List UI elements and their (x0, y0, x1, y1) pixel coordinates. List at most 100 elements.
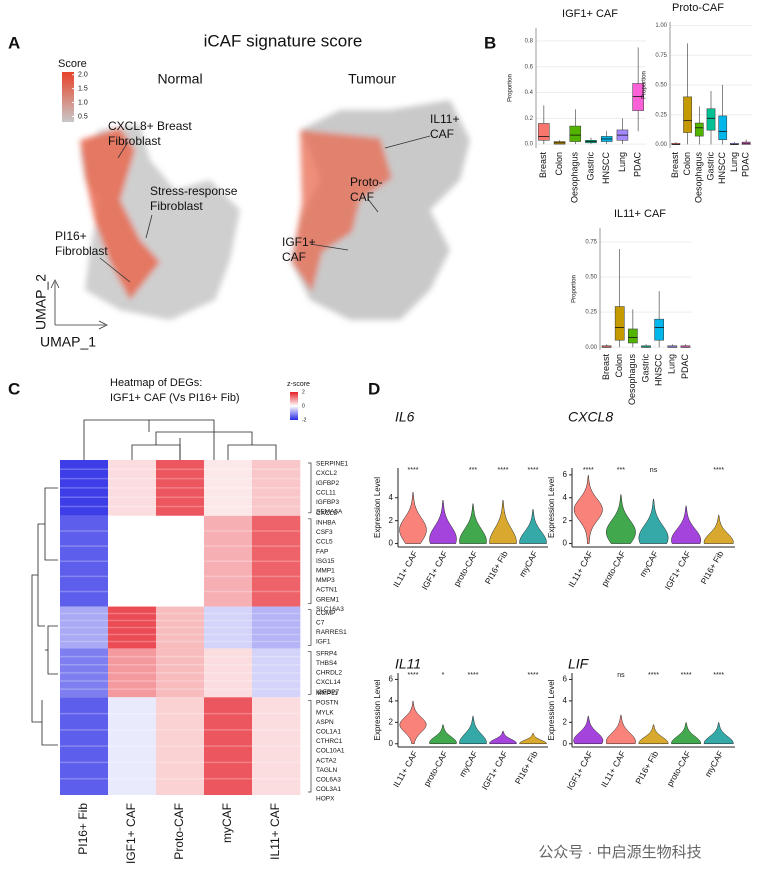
gene-label: CCL5 (316, 539, 333, 546)
panel-label: B (484, 33, 496, 52)
y-tick-label: 4 (389, 493, 394, 502)
heatmap-cell (108, 460, 157, 516)
significance-label: **** (713, 672, 724, 679)
colorbar-tick-label: 2.0 (78, 72, 88, 79)
chart-title: Proto-CAF (672, 2, 724, 14)
gene-label: CTHRC1 (316, 738, 343, 745)
heatmap-cell (156, 460, 205, 516)
column-label: myCAF (220, 803, 234, 843)
gene-label: C7 (316, 619, 325, 626)
violin (638, 723, 669, 745)
violin (703, 514, 734, 544)
gene-label: CXCL14 (316, 679, 341, 686)
gene-label: SLC16A3 (316, 606, 344, 613)
x-tick-label: IGF1+ CAF (419, 549, 449, 591)
violin (489, 500, 517, 544)
axis-label: UMAP_2 (33, 274, 49, 330)
y-tick-label: 6 (389, 675, 394, 684)
heatmap-cell (108, 606, 157, 649)
significance-label: **** (648, 672, 659, 679)
annotation: CAF (350, 190, 374, 204)
heatmap-cell (204, 648, 253, 698)
x-tick-label: HNSCC (717, 152, 727, 185)
x-tick-label: Oesophagus (627, 354, 637, 406)
gene-label: SERPINE1 (316, 461, 349, 468)
annotation: CAF (430, 127, 454, 141)
significance-label: **** (498, 467, 509, 474)
y-tick-label: 0 (389, 539, 394, 548)
colorbar-title: Score (58, 58, 87, 70)
violin (573, 715, 604, 745)
x-tick-label: Lung (667, 354, 677, 374)
gene-label: CSF3 (316, 529, 333, 536)
heatmap-cell (204, 460, 253, 516)
annotation: Stress-response (150, 184, 238, 198)
significance-label: *** (617, 467, 625, 474)
y-tick-label: 0.25 (655, 112, 667, 118)
gene-label: IGFBP2 (316, 480, 340, 487)
significance-label: **** (528, 467, 539, 474)
heatmap-cell (108, 648, 157, 698)
y-tick-label: 0.0 (525, 142, 534, 148)
axis-label: Expression Level (373, 477, 382, 538)
x-tick-label: IL11+ CAF (391, 749, 420, 789)
x-tick-label: PI16+ Fib (633, 749, 660, 786)
x-tick-label: Colon (682, 152, 692, 176)
gene-label: ISG15 (316, 558, 335, 565)
x-tick-label: Colon (554, 152, 564, 176)
cluster-bracket (308, 651, 312, 695)
chart-title: CXCL8 (568, 409, 613, 425)
column-dendrogram (83, 419, 277, 460)
box (632, 83, 644, 111)
x-tick-label: Oesophagus (570, 152, 580, 204)
x-tick-label: Lung (729, 152, 739, 172)
colorbar (290, 392, 298, 420)
violin (703, 721, 734, 745)
row-dendrogram (31, 487, 58, 746)
x-tick-label: PI16+ Fib (483, 549, 510, 586)
column-label: PI16+ Fib (76, 803, 90, 855)
gene-label: COL3A1 (316, 786, 341, 793)
heatmap-cell (60, 515, 109, 607)
box (569, 125, 582, 142)
chart-title: IL6 (395, 409, 415, 425)
gene-label: COL6A3 (316, 776, 341, 783)
chart-title: LIF (568, 656, 590, 672)
colorbar-tick-label: 2 (302, 389, 305, 395)
y-tick-label: 0.75 (585, 240, 597, 246)
gene-label: ACTN1 (316, 587, 338, 594)
gene-label: CXCL2 (316, 470, 337, 477)
x-tick-label: PDAC (680, 354, 690, 380)
violin (606, 494, 636, 544)
significance-label: **** (408, 467, 419, 474)
y-tick-label: 0.4 (525, 90, 534, 96)
axis-label: Expression Level (373, 679, 382, 740)
colorbar-tick-label: -2 (302, 417, 307, 423)
x-tick-label: IL11+ CAF (566, 549, 595, 589)
gene-label: RARRES1 (316, 629, 347, 636)
violin (573, 474, 603, 544)
violin (399, 491, 427, 544)
heatmap-cell (60, 697, 109, 795)
x-tick-label: Breast (601, 354, 611, 381)
violin (671, 504, 702, 544)
colorbar-tick-label: 1.5 (78, 86, 88, 93)
gene-label: MMP11 (316, 690, 338, 697)
gene-label: THBS4 (316, 660, 337, 667)
column-label: IL11+ CAF (268, 803, 282, 860)
x-tick-label: PI16+ Fib (698, 549, 725, 586)
gene-label: FAP (316, 548, 328, 555)
annotation: CAF (282, 250, 306, 264)
gene-label: SFRP4 (316, 650, 337, 657)
column-label: IGF1+ CAF (124, 803, 138, 864)
violin (399, 700, 427, 745)
significance-label: **** (583, 467, 594, 474)
x-tick-label: Breast (670, 152, 680, 179)
cluster-bracket (308, 462, 312, 514)
panel-label: C (8, 379, 20, 398)
annotation: Proto- (350, 175, 383, 189)
chart-title: IL11 (395, 656, 421, 672)
box (718, 115, 728, 140)
heatmap-cell (204, 697, 253, 795)
significance-label: **** (681, 672, 692, 679)
